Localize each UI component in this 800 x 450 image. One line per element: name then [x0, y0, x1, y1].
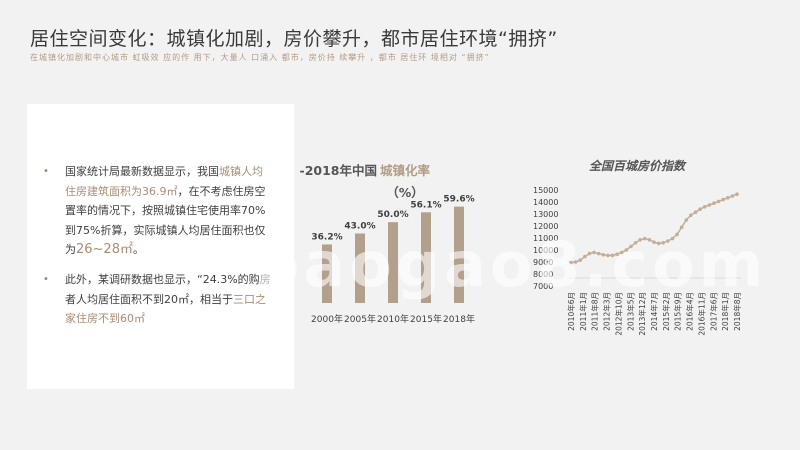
bullet-survey-data: • 此外，某调研数据也显示，“24.3%的购房者人均居住面积不到20㎡，相当于三… — [43, 270, 273, 329]
bullet-dot: • — [43, 274, 49, 285]
y-tick-label: 8000 — [533, 270, 553, 279]
highlighted-text: 26~28㎡ — [76, 242, 133, 257]
bar-value-label: 36.2% — [311, 232, 342, 242]
price-index-line — [570, 193, 738, 264]
bullet-dot: • — [43, 166, 49, 177]
price-index-point — [716, 199, 721, 204]
house-price-index-chart: 全国百城房价指数 7000 8000 9000 10000 11000 12000 1300… — [533, 159, 742, 336]
urbanization-bar-chart: 2000-2018年中国 城镇化率 （%） 36.2% 2000年 43.0% 200… — [300, 163, 475, 325]
y-tick-label: 15000 — [533, 186, 558, 195]
bar-chart-title-unit: （%） — [386, 185, 424, 200]
price-index-point — [619, 250, 624, 255]
price-index-point — [592, 250, 596, 255]
price-index-point — [679, 225, 684, 229]
y-tick-label: 10000 — [533, 246, 558, 255]
price-index-point — [615, 252, 619, 256]
x-tick-label: 2011年1月 — [578, 292, 588, 331]
price-index-point — [569, 260, 573, 265]
y-tick-label: 9000 — [533, 258, 553, 267]
bar-value-label: 56.1% — [410, 200, 441, 210]
summary-card: • 国家统计局最新数据显示，我国城镇人均住房建筑面积为36.9㎡，在不考虑住房空… — [27, 104, 294, 389]
bar-category-label: 2000年 — [311, 313, 343, 325]
price-index-point — [702, 205, 707, 209]
y-tick-label: 14000 — [533, 198, 558, 207]
price-index-point — [721, 197, 725, 202]
price-index-point — [624, 248, 629, 252]
x-tick-label: 2010年6月 — [566, 292, 576, 331]
price-index-point — [642, 236, 647, 241]
highlighted-text: 城镇人均住房建筑面积为36.9㎡ — [65, 165, 263, 198]
bullet-text-segment: 国家统计局最新数据显示，我国 — [65, 165, 219, 178]
x-tick-label: 2014年7月 — [649, 292, 659, 331]
price-index-point — [725, 196, 730, 200]
bullet-text: 此外，某调研数据也显示，“24.3%的购房者人均居住面积不到20㎡，相当于三口之… — [45, 270, 273, 329]
x-tick-label: 2018年1月 — [720, 292, 730, 331]
bar-value-label: 50.0% — [377, 210, 408, 220]
price-index-point — [633, 241, 638, 245]
price-index-point — [606, 253, 610, 258]
price-index-point — [698, 207, 702, 211]
bullet-text: 国家统计局最新数据显示，我国城镇人均住房建筑面积为36.9㎡，在不考虑住房空置率… — [45, 162, 273, 260]
x-tick-label: 2017年6月 — [708, 292, 718, 331]
x-tick-label: 2013年5月 — [625, 292, 635, 331]
y-tick-label: 7000 — [533, 282, 553, 291]
price-index-point — [596, 251, 601, 256]
bar-2018年 — [454, 206, 464, 303]
price-index-point — [578, 258, 583, 262]
bar-category-label: 2015年 — [410, 313, 442, 325]
bullet-text-segment: 。 — [132, 243, 144, 256]
bar-2015年 — [421, 212, 431, 303]
x-tick-label: 2018年8月 — [732, 292, 742, 331]
line-chart-title: 全国百城房价指数 — [589, 159, 687, 173]
price-index-point — [656, 241, 661, 246]
price-index-point — [638, 238, 642, 242]
price-index-point — [583, 254, 587, 259]
page-title: 居住空间变化：城镇化加剧，房价攀升，都市居住环境“拥挤” — [30, 28, 558, 50]
bar-2000年 — [322, 244, 332, 303]
bar-2005年 — [355, 233, 365, 303]
y-tick-label: 11000 — [533, 234, 558, 243]
bar-category-label: 2018年 — [443, 313, 475, 325]
x-tick-label: 2015年9月 — [673, 292, 683, 331]
highlighted-text: 三口之家住房不到60㎡ — [65, 292, 266, 326]
price-index-point — [661, 241, 666, 245]
x-tick-label: 2011年8月 — [590, 292, 600, 331]
price-index-point — [689, 213, 693, 217]
price-index-point — [666, 239, 670, 243]
x-tick-label: 2012年10月 — [613, 292, 623, 336]
bar-category-label: 2005年 — [344, 313, 376, 325]
bar-chart-title: 2000-2018年中国 — [300, 163, 377, 178]
price-index-point — [693, 210, 698, 214]
price-index-point — [587, 251, 592, 256]
price-index-point — [610, 253, 615, 258]
bullet-text-segment: 此外，某调研数据也显示，“24.3%的购房者人均居住面积不到20㎡，相当于 — [65, 273, 271, 306]
bar-2010年 — [388, 222, 398, 303]
price-index-point — [647, 238, 652, 242]
price-index-point — [735, 192, 739, 196]
bar-value-label: 43.0% — [344, 221, 375, 231]
bullet-urban-living-area: • 国家统计局最新数据显示，我国城镇人均住房建筑面积为36.9㎡，在不考虑住房空… — [43, 162, 273, 260]
bar-chart-title-highlight: 城镇化率 — [380, 163, 431, 178]
page-subtitle: 在城镇化加剧和中心城市 虹吸效 应的作 用下，大量人 口涌入 都市，房价持 续攀… — [30, 53, 490, 62]
bar-value-label: 59.6% — [443, 195, 474, 205]
x-tick-label: 2016年11月 — [696, 292, 706, 336]
price-index-point — [684, 218, 689, 222]
price-index-point — [670, 236, 675, 241]
price-index-point — [573, 260, 578, 264]
bar-category-label: 2010年 — [377, 313, 409, 325]
y-tick-label: 12000 — [533, 222, 558, 231]
price-index-point — [730, 194, 735, 198]
x-tick-label: 2016年4月 — [685, 292, 695, 331]
price-index-point — [601, 253, 606, 257]
x-tick-label: 2015年2月 — [661, 292, 671, 331]
price-index-point — [652, 240, 656, 244]
price-index-point — [629, 244, 633, 249]
bullet-text-segment: ，在不考虑住房空置率的情况下，按照城镇住宅使用率70%到75%折算，实际城镇人均… — [65, 184, 266, 257]
x-tick-label: 2013年12月 — [637, 292, 647, 336]
price-index-point — [675, 232, 679, 237]
price-index-point — [712, 201, 716, 205]
y-tick-label: 13000 — [533, 210, 558, 219]
x-tick-label: 2012年3月 — [602, 292, 612, 331]
price-index-point — [707, 203, 712, 207]
